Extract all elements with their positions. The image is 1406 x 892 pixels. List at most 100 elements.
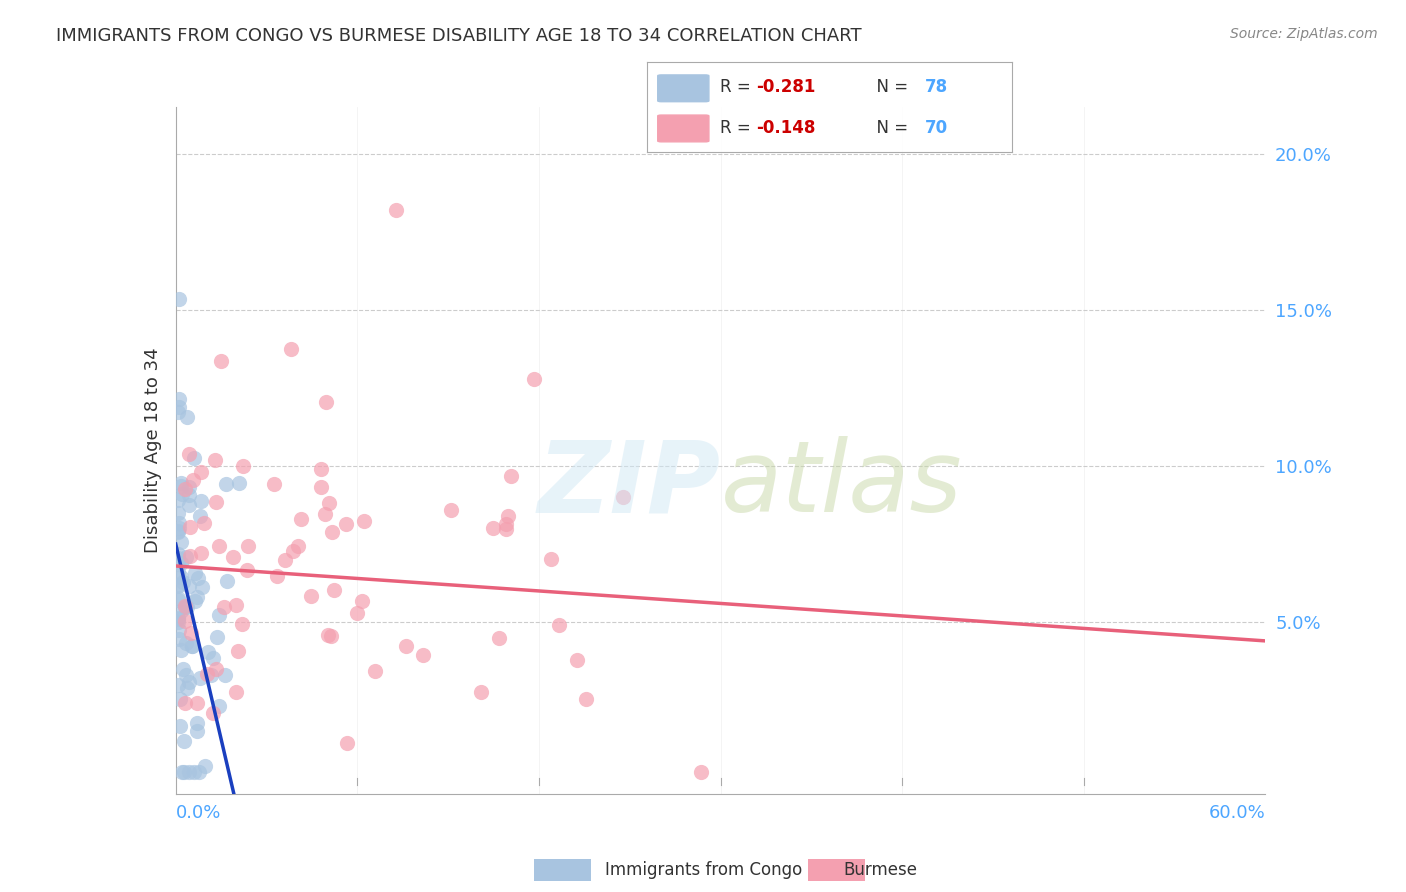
Burmese	[323, 583, 346, 598]
Burmese	[335, 517, 357, 532]
Immigrants from Congo	[184, 566, 207, 580]
Immigrants from Congo	[176, 599, 198, 614]
Immigrants from Congo	[228, 475, 250, 490]
Burmese	[266, 568, 288, 582]
Immigrants from Congo	[166, 493, 188, 508]
Immigrants from Congo	[166, 678, 188, 692]
Immigrants from Congo	[167, 623, 190, 637]
Immigrants from Congo	[167, 392, 190, 407]
Immigrants from Congo	[174, 636, 197, 650]
Immigrants from Congo	[183, 594, 205, 608]
Immigrants from Congo	[214, 668, 236, 682]
Burmese	[547, 617, 569, 632]
Burmese	[287, 539, 309, 553]
Burmese	[186, 696, 208, 710]
Immigrants from Congo	[173, 599, 195, 614]
Immigrants from Congo	[166, 566, 188, 580]
Burmese	[496, 508, 519, 523]
Immigrants from Congo	[166, 578, 188, 592]
Immigrants from Congo	[177, 765, 200, 780]
Burmese	[565, 653, 588, 667]
Burmese	[315, 395, 337, 409]
Immigrants from Congo	[172, 662, 194, 676]
Burmese	[318, 496, 340, 510]
Burmese	[336, 736, 359, 750]
Burmese	[195, 666, 218, 681]
Burmese	[346, 607, 368, 621]
Burmese	[395, 639, 418, 653]
Immigrants from Congo	[166, 506, 188, 520]
Text: atlas: atlas	[721, 436, 962, 533]
Immigrants from Congo	[172, 765, 194, 780]
Immigrants from Congo	[208, 608, 231, 623]
Burmese	[350, 593, 373, 607]
Burmese	[384, 203, 406, 218]
Text: ZIP: ZIP	[537, 436, 721, 533]
Burmese	[540, 552, 562, 566]
Immigrants from Congo	[197, 645, 219, 659]
Immigrants from Congo	[179, 579, 201, 593]
Burmese	[290, 512, 312, 526]
Immigrants from Congo	[169, 718, 191, 732]
Immigrants from Congo	[166, 525, 188, 540]
Immigrants from Congo	[169, 478, 191, 492]
Burmese	[488, 632, 510, 646]
Immigrants from Congo	[174, 549, 197, 564]
Burmese	[193, 516, 215, 531]
Immigrants from Congo	[215, 574, 238, 589]
Immigrants from Congo	[167, 524, 190, 538]
Burmese	[523, 372, 546, 386]
Burmese	[612, 490, 634, 504]
Burmese	[309, 480, 332, 494]
Immigrants from Congo	[208, 699, 231, 714]
Immigrants from Congo	[176, 681, 198, 696]
Burmese	[280, 342, 302, 356]
Immigrants from Congo	[188, 671, 211, 685]
Burmese	[225, 598, 247, 612]
Burmese	[495, 522, 517, 536]
Burmese	[689, 765, 711, 780]
Text: 70: 70	[925, 119, 948, 136]
Text: R =: R =	[720, 78, 756, 96]
Immigrants from Congo	[167, 611, 190, 625]
Immigrants from Congo	[188, 765, 211, 780]
Text: IMMIGRANTS FROM CONGO VS BURMESE DISABILITY AGE 18 TO 34 CORRELATION CHART: IMMIGRANTS FROM CONGO VS BURMESE DISABIL…	[56, 27, 862, 45]
Text: -0.281: -0.281	[756, 78, 815, 96]
Immigrants from Congo	[215, 477, 238, 491]
Burmese	[177, 447, 200, 461]
Burmese	[231, 617, 253, 632]
Immigrants from Congo	[190, 580, 212, 594]
Immigrants from Congo	[181, 639, 204, 653]
Immigrants from Congo	[170, 570, 193, 584]
Burmese	[353, 514, 375, 528]
Burmese	[232, 459, 254, 474]
Immigrants from Congo	[186, 716, 208, 731]
Burmese	[440, 503, 463, 517]
Immigrants from Congo	[201, 651, 224, 665]
Immigrants from Congo	[177, 480, 200, 494]
Immigrants from Congo	[167, 521, 190, 535]
Immigrants from Congo	[167, 579, 190, 593]
Burmese	[499, 468, 522, 483]
Immigrants from Congo	[166, 557, 188, 571]
Immigrants from Congo	[170, 604, 193, 618]
Burmese	[173, 615, 195, 629]
Immigrants from Congo	[177, 499, 200, 513]
Immigrants from Congo	[166, 547, 188, 561]
Text: R =: R =	[720, 119, 756, 136]
Immigrants from Congo	[205, 630, 228, 644]
Immigrants from Congo	[186, 590, 208, 604]
Immigrants from Congo	[176, 409, 198, 424]
Burmese	[481, 521, 503, 535]
Burmese	[225, 685, 247, 699]
Immigrants from Congo	[177, 674, 200, 689]
Immigrants from Congo	[166, 615, 188, 630]
Immigrants from Congo	[167, 400, 190, 414]
Burmese	[321, 524, 343, 539]
Immigrants from Congo	[183, 765, 205, 780]
Burmese	[208, 539, 231, 553]
Burmese	[470, 685, 492, 699]
Burmese	[274, 553, 297, 567]
Burmese	[209, 354, 232, 368]
Immigrants from Congo	[170, 534, 193, 549]
